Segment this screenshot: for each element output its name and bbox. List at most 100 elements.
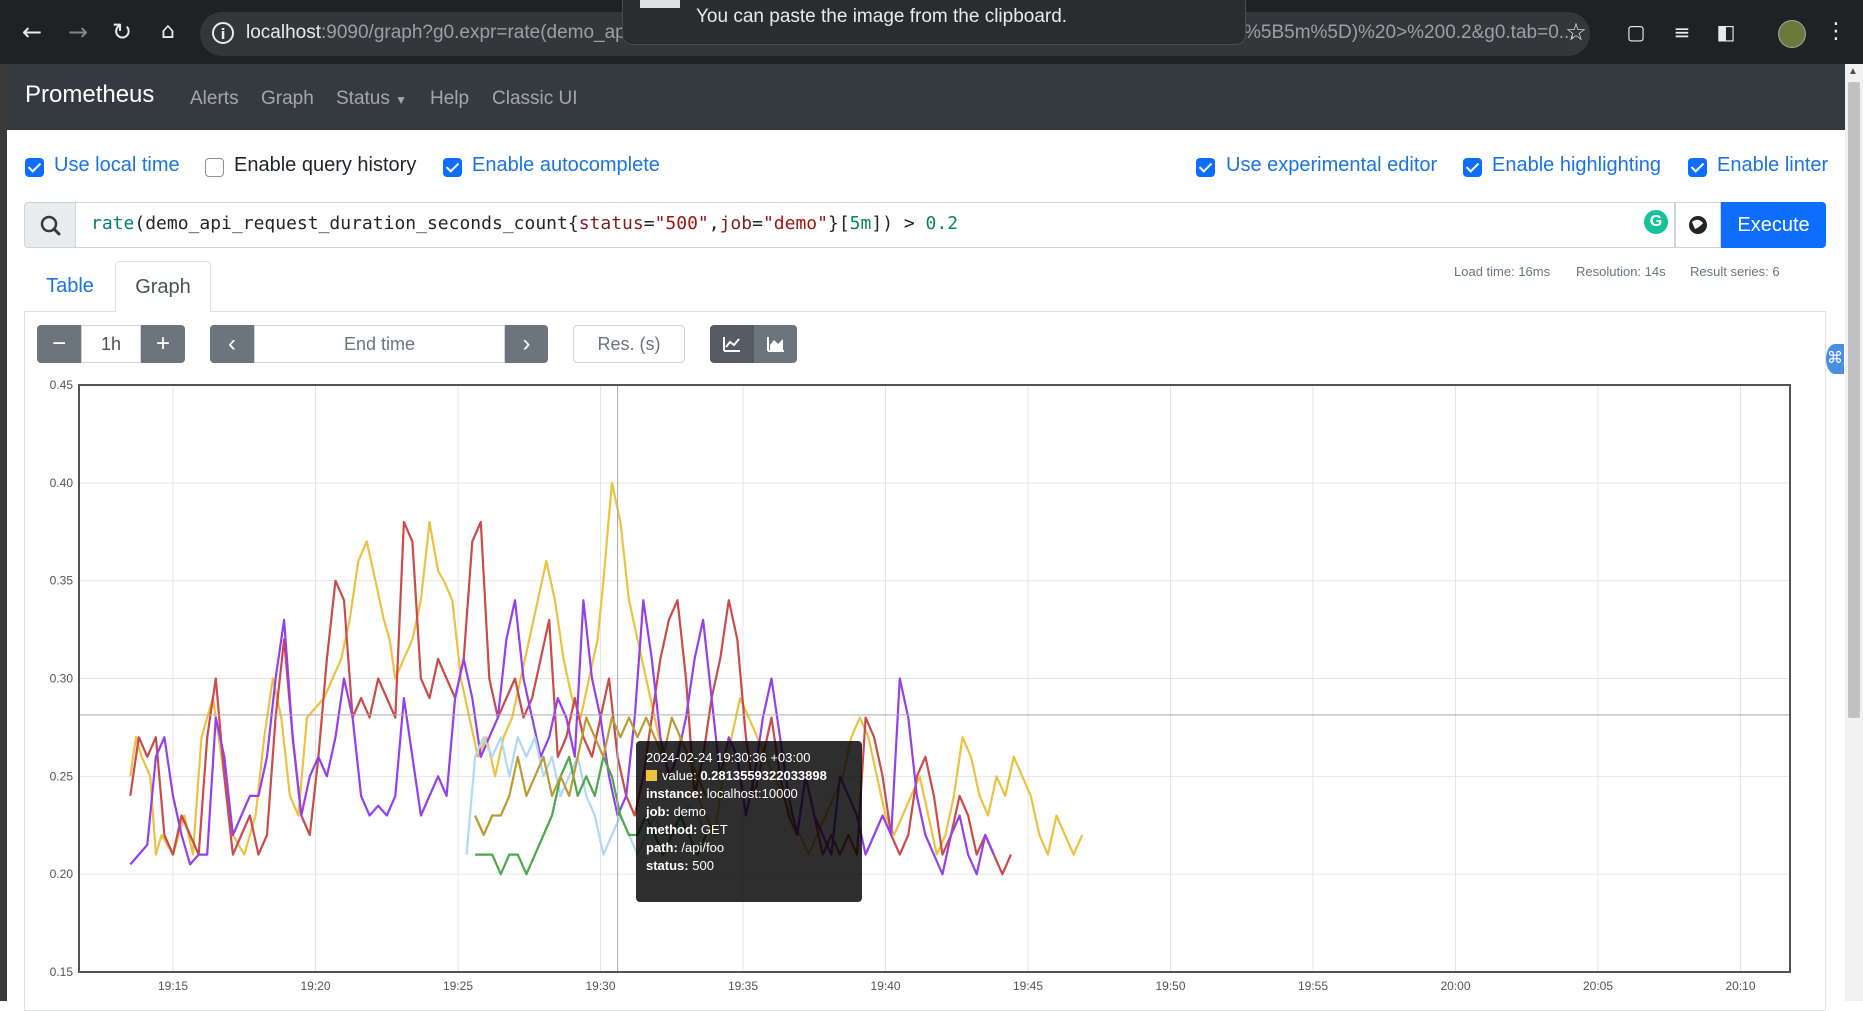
- nav-help[interactable]: Help: [430, 88, 470, 109]
- forward-arrow-icon[interactable]: →: [67, 18, 89, 46]
- enable-highlighting-checkbox[interactable]: [1463, 158, 1482, 177]
- use-local-time-label[interactable]: Use local time: [54, 154, 180, 176]
- next-time-button[interactable]: ›: [505, 325, 548, 363]
- tooltip-status-label: status:: [646, 858, 689, 873]
- url-path: :9090/graph?g0.expr=rate(demo_api_r: [321, 22, 647, 43]
- expr-label-status: status: [578, 213, 644, 234]
- series-swatch: [646, 770, 657, 781]
- expr-close: }[: [827, 213, 850, 234]
- expr-label-job: job: [719, 213, 753, 234]
- use-experimental-editor-label[interactable]: Use experimental editor: [1226, 154, 1438, 176]
- use-experimental-editor-checkbox[interactable]: [1196, 158, 1215, 177]
- clipboard-thumbnail: [640, 0, 680, 8]
- tooltip-path: /api/foo: [681, 840, 725, 855]
- result-series: Result series: 6: [1690, 264, 1780, 279]
- url-host: localhost: [246, 22, 321, 43]
- url-text[interactable]: localhost:9090/graph?g0.expr=rate(demo_a…: [246, 22, 647, 44]
- navbar: [7, 64, 1845, 130]
- enable-autocomplete-checkbox[interactable]: [443, 158, 462, 177]
- search-addon: [24, 202, 75, 248]
- enable-linter-checkbox[interactable]: [1688, 158, 1707, 177]
- enable-linter-label[interactable]: Enable linter: [1717, 154, 1829, 176]
- tooltip-job: demo: [673, 804, 706, 819]
- tooltip-job-label: job:: [646, 804, 670, 819]
- range-input[interactable]: 1h: [81, 325, 141, 363]
- command-icon[interactable]: ⌘: [1826, 344, 1844, 374]
- expr-eq: =: [752, 213, 763, 234]
- expr-tail: ]) >: [871, 213, 926, 234]
- expr-metric: (demo_api_request_duration_seconds_count…: [134, 213, 579, 234]
- area-chart-icon: [767, 337, 784, 352]
- plus-icon: +: [155, 330, 170, 357]
- resolution: Resolution: 14s: [1576, 264, 1666, 279]
- clipboard-tooltip-text: You can paste the image from the clipboa…: [696, 6, 1068, 27]
- menu-icon[interactable]: ⋮: [1825, 19, 1847, 44]
- grammarly-icon[interactable]: G: [1644, 210, 1668, 234]
- extensions-icon[interactable]: ▢: [1626, 20, 1646, 44]
- window-edge: [0, 64, 7, 1001]
- tooltip-value-label: value:: [662, 768, 697, 783]
- tab-panel: [24, 311, 1826, 1011]
- site-info-icon[interactable]: i: [212, 22, 234, 44]
- enable-query-history-checkbox[interactable]: [205, 158, 224, 177]
- tooltip-instance: localhost:10000: [706, 786, 798, 801]
- brand-logo[interactable]: Prometheus: [25, 81, 155, 108]
- resolution-input[interactable]: Res. (s): [573, 325, 685, 363]
- nav-status-label: Status: [336, 88, 390, 109]
- minus-icon: −: [51, 330, 66, 357]
- tooltip-instance-label: instance:: [646, 786, 704, 801]
- nav-alerts[interactable]: Alerts: [190, 88, 239, 109]
- expr-value-status: "500": [654, 213, 709, 234]
- globe-icon: [1689, 216, 1707, 234]
- reload-icon[interactable]: ↻: [111, 18, 133, 46]
- enable-query-history-label[interactable]: Enable query history: [234, 154, 417, 176]
- expression-input[interactable]: [75, 202, 1675, 248]
- unstacked-toggle[interactable]: [710, 325, 754, 363]
- stacked-toggle[interactable]: [754, 325, 797, 363]
- profile-avatar[interactable]: [1778, 20, 1806, 48]
- expr-function: rate: [91, 213, 135, 234]
- nav-graph[interactable]: Graph: [261, 88, 314, 109]
- clipboard-tooltip: [622, 0, 1246, 45]
- nav-status[interactable]: Status ▼: [336, 88, 407, 110]
- end-time-input[interactable]: End time: [254, 325, 505, 363]
- increase-range-button[interactable]: +: [141, 325, 185, 363]
- expr-eq: =: [643, 213, 655, 234]
- use-local-time-checkbox[interactable]: [25, 158, 44, 177]
- execute-button[interactable]: Execute: [1721, 202, 1826, 248]
- chevron-right-icon: ›: [522, 330, 531, 357]
- tooltip-value: 0.2813559322033898: [700, 768, 827, 783]
- caret-down-icon: ▼: [395, 93, 408, 107]
- load-time: Load time: 16ms: [1454, 264, 1551, 279]
- previous-time-button[interactable]: ‹: [210, 325, 254, 363]
- nav-classic-ui[interactable]: Classic UI: [492, 88, 578, 109]
- side-panel-icon[interactable]: ◧: [1716, 20, 1736, 44]
- enable-autocomplete-label[interactable]: Enable autocomplete: [472, 154, 660, 176]
- star-icon[interactable]: ☆: [1565, 18, 1587, 46]
- enable-highlighting-label[interactable]: Enable highlighting: [1492, 154, 1662, 176]
- tooltip-method: GET: [700, 822, 728, 837]
- media-icon[interactable]: ≡: [1673, 20, 1691, 44]
- tooltip-status: 500: [692, 858, 714, 873]
- expr-threshold: 0.2: [925, 213, 959, 234]
- tab-table[interactable]: Table: [46, 275, 94, 297]
- tooltip-path-label: path:: [646, 840, 678, 855]
- tooltip-method-label: method:: [646, 822, 698, 837]
- expr-comma: ,: [708, 213, 720, 234]
- scroll-up-icon[interactable]: ▲: [1848, 66, 1858, 77]
- decrease-range-button[interactable]: −: [37, 325, 81, 363]
- home-icon[interactable]: ⌂: [161, 19, 175, 44]
- tab-graph[interactable]: Graph: [115, 261, 211, 312]
- chart-tooltip: 2024-02-24 19:30:36 +03:00 value: 0.2813…: [636, 741, 862, 902]
- back-arrow-icon[interactable]: ←: [21, 18, 43, 46]
- tooltip-time: 2024-02-24 19:30:36 +03:00: [646, 750, 811, 765]
- chevron-left-icon: ‹: [228, 330, 236, 357]
- expr-value-job: "demo": [762, 213, 828, 234]
- expr-range: 5m: [849, 213, 872, 234]
- line-chart-icon: [723, 337, 740, 352]
- search-icon: [40, 215, 61, 236]
- scrollbar-thumb[interactable]: [1848, 82, 1860, 718]
- metrics-explorer-button[interactable]: [1675, 202, 1721, 248]
- url-tail: %5B5m%5D)%20>%200.2&g0.tab=0...: [1244, 22, 1575, 43]
- expression-text[interactable]: rate(demo_api_request_duration_seconds_c…: [91, 213, 958, 234]
